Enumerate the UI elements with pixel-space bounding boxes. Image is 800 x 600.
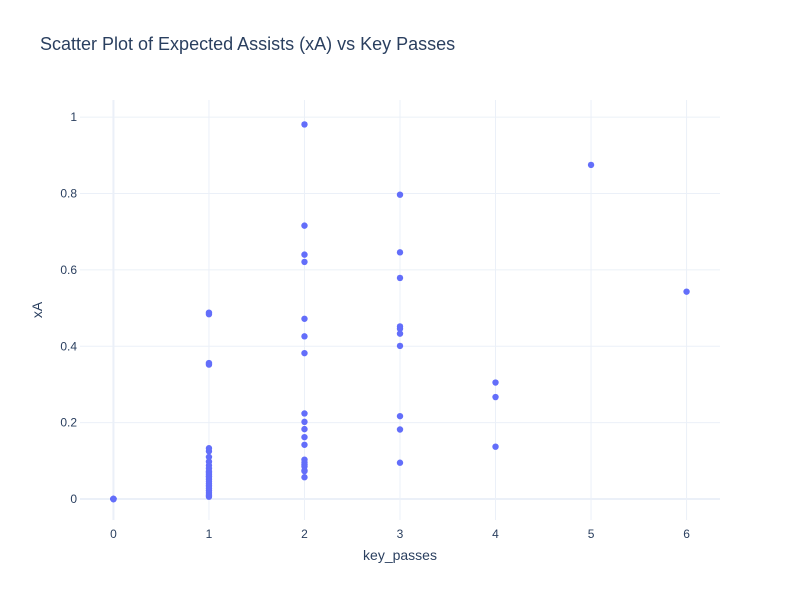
x-tick-label: 6 xyxy=(683,527,690,541)
scatter-point xyxy=(301,349,308,357)
y-tick-label: 0.8 xyxy=(60,187,77,201)
y-tick-label: 1 xyxy=(70,110,77,124)
data-points xyxy=(110,121,690,503)
scatter-point xyxy=(396,191,404,198)
y-tick-label: 0.2 xyxy=(60,416,77,430)
scatter-point xyxy=(301,222,308,229)
scatter-point xyxy=(301,433,308,441)
scatter-point xyxy=(301,258,308,266)
x-axis-title: key_passes xyxy=(363,547,437,563)
scatter-point xyxy=(301,425,308,433)
x-tick-label: 4 xyxy=(492,527,499,541)
scatter-point xyxy=(205,469,213,476)
x-tick-labels: 0 1 2 3 4 5 6 xyxy=(110,527,690,541)
scatter-point xyxy=(301,418,308,426)
x-tick-label: 2 xyxy=(301,527,308,541)
scatter-point xyxy=(205,453,213,461)
scatter-point xyxy=(205,493,213,500)
x-tick-label: 3 xyxy=(397,527,404,541)
scatter-point xyxy=(587,161,595,169)
x-tick-label: 0 xyxy=(110,527,117,541)
y-tick-label: 0 xyxy=(70,492,77,506)
scatter-point xyxy=(301,251,308,258)
x-tick-label: 5 xyxy=(588,527,595,541)
scatter-point xyxy=(396,249,404,256)
scatter-point xyxy=(301,474,308,481)
scatter-point xyxy=(301,410,308,417)
scatter-point xyxy=(683,288,690,295)
scatter-point xyxy=(205,361,213,368)
scatter-point xyxy=(301,315,308,322)
scatter-point xyxy=(301,441,308,448)
scatter-point xyxy=(396,412,404,420)
scatter-point xyxy=(396,342,404,350)
zero-lines xyxy=(80,100,720,520)
scatter-point xyxy=(396,426,404,433)
scatter-point xyxy=(301,121,308,128)
scatter-point xyxy=(396,459,404,466)
scatter-point xyxy=(492,443,499,450)
scatter-point xyxy=(396,274,404,282)
scatter-point xyxy=(492,379,499,386)
scatter-point xyxy=(396,325,404,332)
x-tick-label: 1 xyxy=(206,527,213,541)
scatter-point xyxy=(396,330,404,337)
y-tick-label: 0.4 xyxy=(60,339,77,353)
y-tick-labels: 0 0.2 0.4 0.6 0.8 1 xyxy=(60,110,77,506)
chart-title: Scatter Plot of Expected Assists (xA) vs… xyxy=(40,34,455,54)
y-axis-title: xA xyxy=(29,301,45,318)
scatter-point xyxy=(205,448,213,455)
scatter-point xyxy=(205,311,213,318)
scatter-point xyxy=(301,333,308,340)
scatter-point xyxy=(301,467,308,475)
scatter-point xyxy=(110,495,117,503)
y-tick-label: 0.6 xyxy=(60,263,77,277)
scatter-point xyxy=(492,393,499,401)
